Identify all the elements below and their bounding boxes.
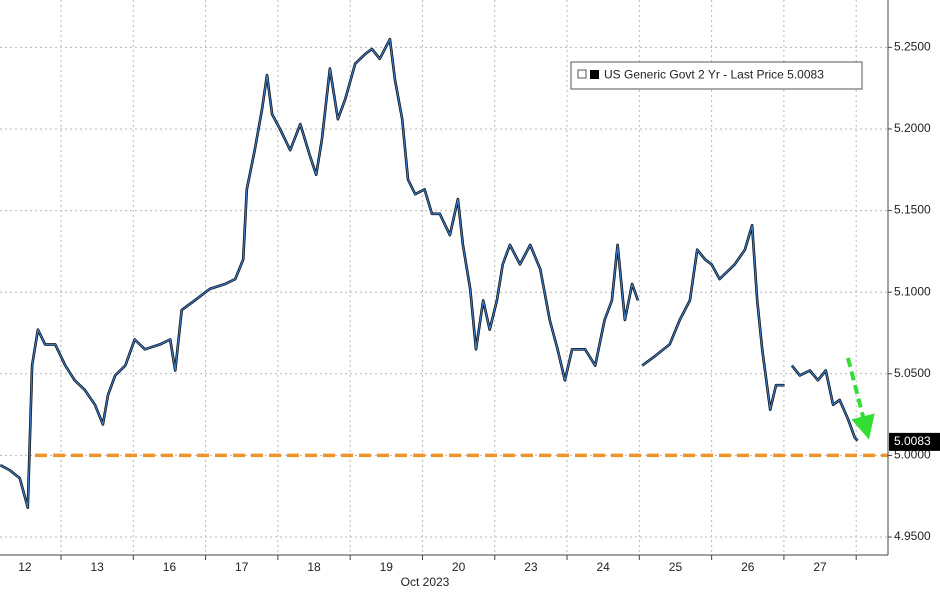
legend-toggle xyxy=(577,69,587,79)
x-tick-label: 12 xyxy=(18,560,32,574)
y-tick-label: 5.0000 xyxy=(894,448,931,462)
last-price-label: 5.0083 xyxy=(894,434,931,448)
legend-label: US Generic Govt 2 Yr - Last Price 5.0083 xyxy=(604,68,824,82)
x-tick-label: 18 xyxy=(307,560,321,574)
legend: US Generic Govt 2 Yr - Last Price 5.0083 xyxy=(570,61,863,90)
x-tick-label: 20 xyxy=(452,560,466,574)
y-tick-label: 5.2000 xyxy=(894,121,931,135)
series-line-shadow xyxy=(0,37,859,509)
x-tick-label: 23 xyxy=(524,560,538,574)
plot xyxy=(0,37,888,509)
x-tick-label: 13 xyxy=(90,560,104,574)
x-axis-label: Oct 2023 xyxy=(401,575,450,589)
y-tick-label: 4.9500 xyxy=(894,529,931,543)
legend-swatch xyxy=(590,70,599,79)
y-tick-label: 5.0500 xyxy=(894,366,931,380)
x-tick-label: 25 xyxy=(669,560,683,574)
y-tick-label: 5.1000 xyxy=(894,284,931,298)
x-tick-label: 19 xyxy=(380,560,394,574)
x-tick-label: 24 xyxy=(597,560,611,574)
trend-arrow xyxy=(846,357,875,440)
x-tick-label: 26 xyxy=(741,560,755,574)
x-tick-label: 27 xyxy=(813,560,827,574)
series-line xyxy=(0,38,859,509)
x-tick-label: 16 xyxy=(163,560,177,574)
y-tick-label: 5.1500 xyxy=(894,203,931,217)
y-tick-label: 5.2500 xyxy=(894,40,931,54)
last-price-box xyxy=(889,432,940,451)
x-tick-label: 17 xyxy=(235,560,249,574)
legend-box xyxy=(570,61,863,90)
